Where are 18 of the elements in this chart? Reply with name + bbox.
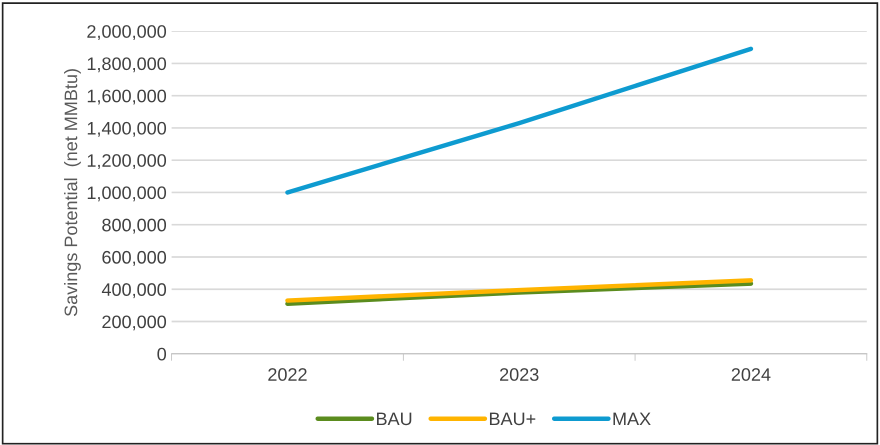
y-tick-label: 1,800,000 (88, 57, 166, 72)
y-tick-label: 2,000,000 (87, 25, 166, 40)
y-tick-label: 1,200,000 (88, 154, 166, 170)
x-tick-label: 2023 (500, 368, 538, 381)
y-tick-label: 1,400,000 (88, 122, 166, 137)
y-tick-label: 400,000 (102, 283, 166, 298)
legend-label: BAU+ (490, 412, 536, 426)
legend-label: MAX (613, 412, 651, 426)
y-tick-label: 200,000 (102, 315, 166, 330)
y-tick-label: 600,000 (102, 250, 166, 266)
x-tick-label: 2022 (268, 368, 307, 381)
y-tick-label: 1,000,000 (88, 186, 166, 202)
y-tick-label: 0 (157, 348, 166, 360)
legend-label: BAU (377, 412, 412, 426)
y-tick-label: 1,600,000 (88, 90, 166, 105)
y-tick-label: 800,000 (102, 218, 166, 234)
x-tick-label: 2024 (732, 368, 770, 381)
y-axis-title: Savings Potential (net MMBtu) (64, 69, 81, 316)
